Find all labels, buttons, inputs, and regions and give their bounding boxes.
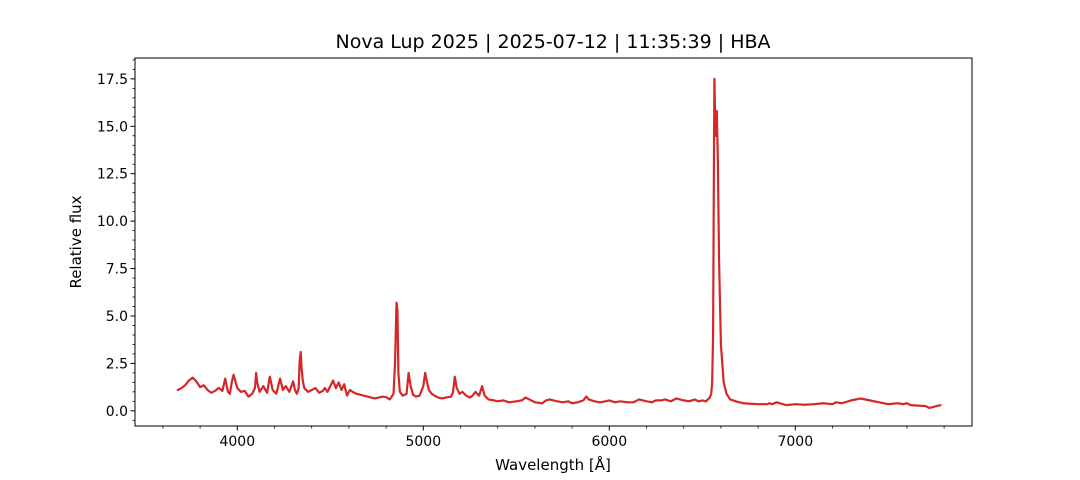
x-tick-label: 5000 bbox=[405, 434, 441, 450]
y-tick-label: 2.5 bbox=[106, 356, 128, 372]
y-tick-label: 10.0 bbox=[97, 214, 128, 230]
y-axis-label: Relative flux bbox=[67, 195, 85, 288]
y-tick-label: 15.0 bbox=[97, 119, 128, 135]
y-tick-label: 12.5 bbox=[97, 167, 128, 183]
x-tick-label: 6000 bbox=[591, 434, 627, 450]
y-tick-label: 0.0 bbox=[106, 404, 128, 420]
y-tick-label: 17.5 bbox=[97, 72, 128, 88]
plot-frame bbox=[134, 57, 973, 427]
y-tick-label: 7.5 bbox=[106, 262, 128, 278]
y-tick-label: 5.0 bbox=[106, 309, 128, 325]
x-tick-label: 4000 bbox=[219, 434, 255, 450]
chart-title: Nova Lup 2025 | 2025-07-12 | 11:35:39 | … bbox=[335, 31, 770, 53]
x-axis-label: Wavelength [Å] bbox=[495, 455, 611, 474]
x-tick-label: 7000 bbox=[777, 434, 813, 450]
series-line-spectrum bbox=[176, 77, 942, 410]
